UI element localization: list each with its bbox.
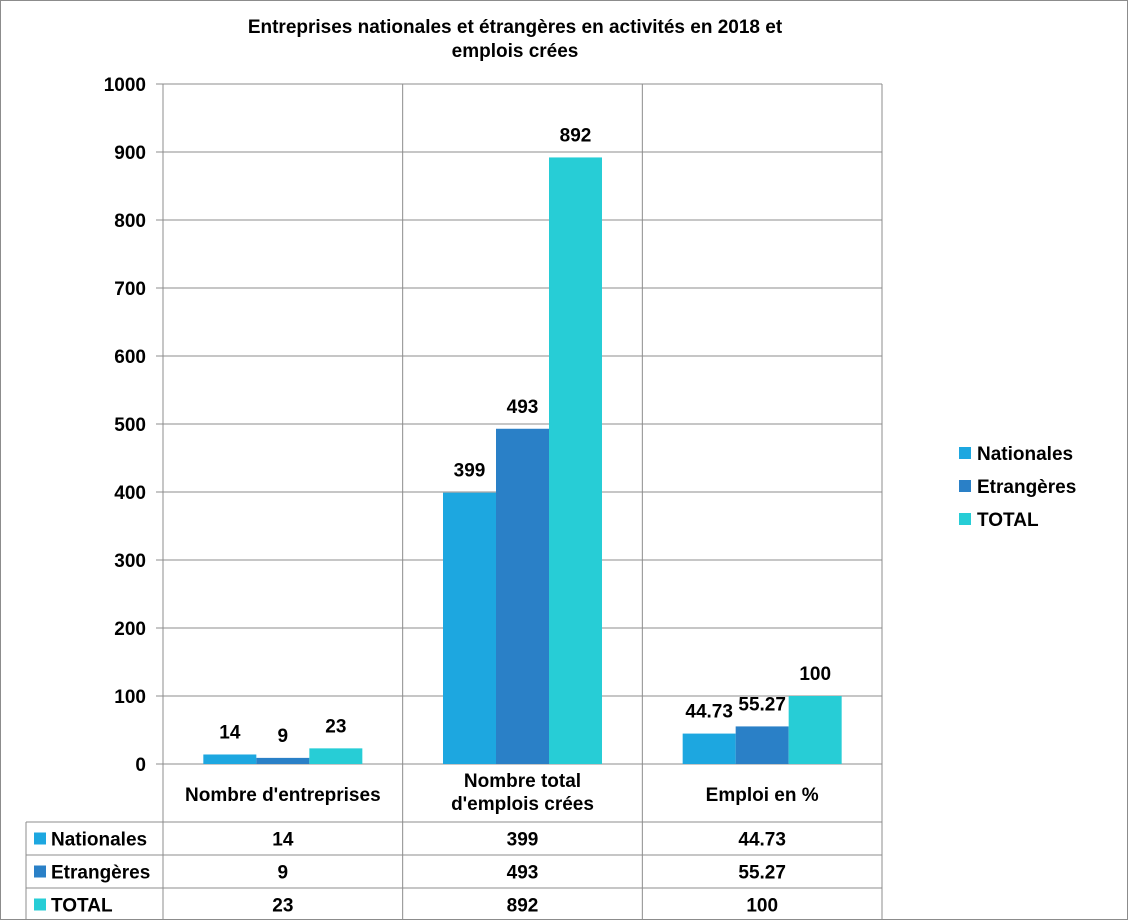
data-label: 892 xyxy=(560,125,592,146)
table-cell: 44.73 xyxy=(738,830,786,851)
legend-swatch xyxy=(959,480,971,492)
bar-total xyxy=(549,157,602,764)
table-cell: 55.27 xyxy=(738,863,786,884)
bar-nationales xyxy=(682,733,736,764)
category-label: Emploi en % xyxy=(706,785,819,806)
table-cell: 399 xyxy=(507,830,539,851)
data-label: 399 xyxy=(454,461,486,482)
legend-label: Etrangères xyxy=(977,477,1076,498)
y-tick-label: 300 xyxy=(114,551,146,572)
table-cell: 9 xyxy=(278,863,289,884)
table-cell: 23 xyxy=(272,896,293,917)
table-cell: 100 xyxy=(746,896,778,917)
table-row-header: TOTAL xyxy=(51,896,113,917)
y-tick-label: 600 xyxy=(114,347,146,368)
table-cell: 14 xyxy=(272,830,294,851)
table-legend-key xyxy=(34,865,46,878)
legend-swatch xyxy=(959,513,971,525)
table-cell: 892 xyxy=(507,896,539,917)
category-label: Nombre total xyxy=(464,771,581,792)
chart-title-line: Entreprises nationales et étrangères en … xyxy=(248,17,783,38)
y-tick-label: 0 xyxy=(135,755,146,776)
table-legend-key xyxy=(34,832,46,845)
y-tick-label: 800 xyxy=(114,211,146,232)
y-tick-label: 100 xyxy=(114,687,146,708)
table-row-header: Nationales xyxy=(51,830,147,851)
y-tick-label: 500 xyxy=(114,415,146,436)
bar-total xyxy=(788,696,842,764)
chart-title-line: emplois crées xyxy=(452,41,579,62)
bar-total xyxy=(309,748,363,764)
data-label: 23 xyxy=(325,716,346,737)
bar-nationales xyxy=(443,492,496,764)
data-label: 9 xyxy=(278,726,289,747)
table-row-header: Etrangères xyxy=(51,863,150,884)
table-legend-key xyxy=(34,898,46,911)
bar-etrang-res xyxy=(735,726,789,764)
data-label: 100 xyxy=(799,664,831,685)
legend-label: TOTAL xyxy=(977,510,1039,531)
bar-nationales xyxy=(203,754,257,764)
data-label: 44.73 xyxy=(685,702,733,723)
y-tick-label: 900 xyxy=(114,143,146,164)
data-label: 493 xyxy=(507,397,539,418)
y-tick-label: 1000 xyxy=(104,75,146,96)
table-cell: 493 xyxy=(507,863,539,884)
legend-label: Nationales xyxy=(977,444,1073,465)
data-label: 14 xyxy=(219,722,241,743)
category-label: Nombre d'entreprises xyxy=(185,785,381,806)
data-label: 55.27 xyxy=(738,694,786,715)
bar-etrang-res xyxy=(496,428,549,764)
y-tick-label: 700 xyxy=(114,279,146,300)
bar-etrang-res xyxy=(256,757,310,764)
category-label: d'emplois crées xyxy=(451,794,594,815)
legend-swatch xyxy=(959,447,971,459)
y-tick-label: 200 xyxy=(114,619,146,640)
y-tick-label: 400 xyxy=(114,483,146,504)
